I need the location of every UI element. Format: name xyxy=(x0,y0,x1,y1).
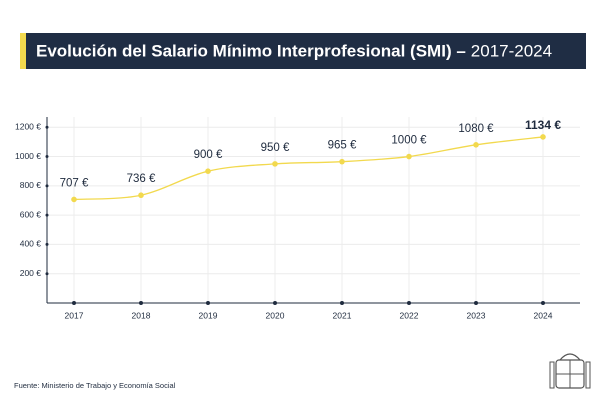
x-tick-label: 2022 xyxy=(400,310,419,320)
title-bar xyxy=(20,33,586,69)
y-tick-label: 800 € xyxy=(20,180,42,190)
point xyxy=(473,142,479,148)
x-tick-label: 2019 xyxy=(199,310,218,320)
value-label: 950 € xyxy=(261,142,290,154)
line xyxy=(73,136,544,201)
x-tick xyxy=(407,301,411,305)
value-label: 1000 € xyxy=(391,135,427,147)
x-tick xyxy=(541,301,545,305)
x-tick-label: 2024 xyxy=(534,310,553,320)
x-tick xyxy=(273,301,277,305)
y-tick-label: 200 € xyxy=(20,268,42,278)
point xyxy=(406,153,412,160)
chart-title: Evolución del Salario Mínimo Interprofes… xyxy=(36,41,466,60)
point xyxy=(71,196,77,203)
point xyxy=(138,192,144,199)
title-accent xyxy=(20,33,26,69)
emblem xyxy=(549,353,591,389)
source: Fuente: Ministerio de Trabajo y Economía… xyxy=(14,381,176,390)
value-label: 900 € xyxy=(194,149,223,161)
y-tick-label: 1000 € xyxy=(15,151,41,161)
x-tick xyxy=(72,301,76,305)
x-tick-label: 2017 xyxy=(65,310,84,320)
point xyxy=(540,134,546,140)
value-label: 1134 € xyxy=(525,118,561,132)
x-tick-label: 2021 xyxy=(333,310,352,320)
x-tick-label: 2020 xyxy=(266,310,285,320)
x-tick xyxy=(206,301,210,305)
chart-subtitle: 2017-2024 xyxy=(471,41,552,60)
point xyxy=(205,168,211,174)
x-tick-label: 2023 xyxy=(467,310,486,320)
value-label: 707 € xyxy=(60,177,89,189)
y-tick-label: 400 € xyxy=(20,239,42,249)
x-tick xyxy=(139,301,143,305)
point xyxy=(339,158,345,165)
x-tick xyxy=(474,301,478,305)
value-label: 1080 € xyxy=(458,123,494,135)
value-label: 965 € xyxy=(328,140,357,152)
x-tick-label: 2018 xyxy=(132,310,151,320)
point xyxy=(272,161,278,167)
x-tick xyxy=(340,301,344,305)
value-label: 736 € xyxy=(127,173,156,185)
y-tick-label: 600 € xyxy=(20,209,42,219)
y-tick-label: 1200 € xyxy=(15,122,41,132)
